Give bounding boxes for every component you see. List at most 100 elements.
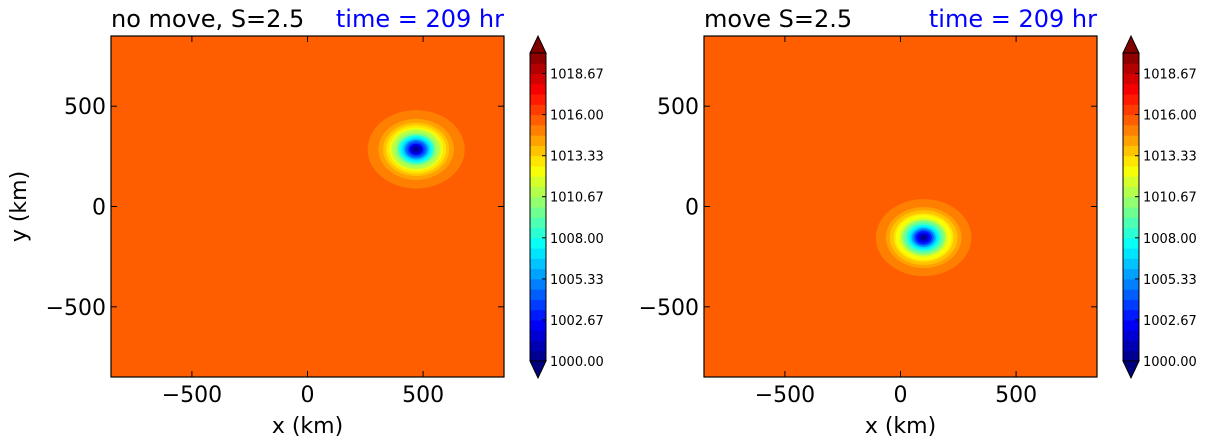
colorbar-segment: [1123, 73, 1139, 85]
colorbar-segment: [1123, 124, 1139, 136]
x-axis-label: x (km): [272, 414, 343, 439]
colorbar-segment: [530, 53, 546, 64]
x-tick-label: −500: [755, 383, 815, 408]
x-tick-label: 0: [301, 383, 315, 408]
colorbar-extend-max: [1122, 34, 1140, 54]
colorbar-segment: [1123, 145, 1139, 157]
colorbar-segment: [530, 217, 546, 229]
colorbar-segment: [1123, 176, 1139, 187]
colorbar-segment: [1123, 299, 1139, 311]
y-tick-label: 0: [685, 196, 699, 221]
colorbar-tick-label: 1008.00: [1143, 232, 1197, 247]
colorbar-segment: [1123, 278, 1139, 290]
colorbar-segment: [530, 278, 546, 290]
x-axis-label: x (km): [865, 414, 936, 439]
colorbar-segment: [530, 309, 546, 321]
colorbar-segment: [530, 330, 546, 341]
colorbar-segment: [530, 135, 546, 146]
colorbar-tick-label: 1016.00: [1143, 109, 1197, 124]
colorbar-tick-label: 1010.67: [550, 191, 604, 206]
colorbar-segment: [1123, 289, 1139, 300]
y-tick-label: 500: [64, 95, 106, 120]
panel-left-time-label: time = 209 hr: [335, 5, 504, 33]
colorbar-segment: [1123, 330, 1139, 341]
colorbar-tick-label: 1018.67: [550, 67, 604, 82]
colorbar-segment: [530, 155, 546, 167]
colorbar-frame: [529, 52, 547, 362]
colorbar-segment: [530, 83, 546, 95]
colorbar-segment: [530, 227, 546, 239]
colorbar-tick-label: 1005.33: [550, 273, 604, 288]
colorbar-segment: [530, 94, 546, 105]
colorbar-segment: [530, 176, 546, 187]
colorbar-segment: [530, 248, 546, 259]
pressure-field-0: [111, 36, 504, 377]
colorbar: 1000.00 1002.67 1005.33 1008.00 1010.67 1013.…: [1122, 34, 1197, 380]
colorbar-tick-label: 1005.33: [1143, 273, 1197, 288]
panel-right-time-label: time = 209 hr: [928, 5, 1097, 33]
colorbar: 1000.00 1002.67 1005.33 1008.00 1010.67 1013.…: [529, 34, 604, 380]
colorbar-tick-label: 1013.33: [550, 150, 604, 165]
colorbar-segment: [1123, 350, 1139, 362]
colorbar-segment: [530, 145, 546, 157]
x-tick-label: −500: [162, 383, 222, 408]
colorbar-segment: [1123, 309, 1139, 321]
colorbar-segment: [530, 114, 546, 126]
colorbar-segment: [1123, 319, 1139, 331]
colorbar-segment: [1123, 217, 1139, 229]
y-tick-label: −500: [639, 296, 699, 321]
colorbar-tick-label: 1008.00: [550, 232, 604, 247]
colorbar-segment: [1123, 104, 1139, 116]
colorbar-segment: [1123, 155, 1139, 167]
y-axis-label: y (km): [7, 171, 32, 242]
colorbar-segment: [1123, 135, 1139, 146]
colorbar-segment: [1123, 268, 1139, 280]
colorbar-tick-label: 1000.00: [1143, 355, 1197, 370]
colorbar-segment: [530, 268, 546, 280]
colorbar-segment: [530, 104, 546, 116]
colorbar-segment: [1123, 186, 1139, 198]
colorbar-segment: [1123, 63, 1139, 75]
colorbar-segment: [1123, 258, 1139, 270]
colorbar-segment: [530, 207, 546, 218]
colorbar-segment: [1123, 114, 1139, 126]
colorbar-segment: [530, 289, 546, 300]
colorbar-segment: [530, 350, 546, 362]
colorbar-segment: [1123, 340, 1139, 352]
pressure-contour-band: [413, 147, 419, 152]
colorbar-segment: [1123, 53, 1139, 64]
x-tick-label: 0: [894, 383, 908, 408]
colorbar-segment: [530, 340, 546, 352]
colorbar-extend-min: [529, 360, 547, 380]
y-tick-label: 500: [657, 95, 699, 120]
panel-left-title: no move, S=2.5: [111, 5, 305, 33]
colorbar-segment: [530, 319, 546, 331]
colorbar-frame: [1122, 52, 1140, 362]
colorbar-segment: [1123, 94, 1139, 105]
colorbar-segment: [530, 63, 546, 75]
colorbar-extend-max: [529, 34, 547, 54]
colorbar-segment: [1123, 248, 1139, 259]
colorbar-segment: [1123, 83, 1139, 95]
colorbar-segment: [1123, 196, 1139, 208]
colorbar-segment: [1123, 207, 1139, 218]
colorbar-segment: [530, 124, 546, 136]
colorbar-segment: [1123, 227, 1139, 239]
colorbar-tick-label: 1013.33: [1143, 150, 1197, 165]
panel-right-title: move S=2.5: [704, 5, 853, 33]
colorbar-segment: [530, 237, 546, 249]
colorbar-extend-min: [1122, 360, 1140, 380]
x-tick-label: 500: [402, 383, 444, 408]
colorbar-tick-label: 1002.67: [1143, 314, 1197, 329]
pressure-contour-band: [921, 235, 926, 240]
colorbar-tick-label: 1000.00: [550, 355, 604, 370]
pressure-field-1: [704, 36, 1097, 377]
x-tick-label: 500: [995, 383, 1037, 408]
colorbar-tick-label: 1010.67: [1143, 191, 1197, 206]
colorbar-segment: [530, 196, 546, 208]
colorbar-segment: [1123, 165, 1139, 177]
colorbar-segment: [530, 73, 546, 85]
colorbar-segment: [530, 299, 546, 311]
colorbar-segment: [530, 165, 546, 177]
